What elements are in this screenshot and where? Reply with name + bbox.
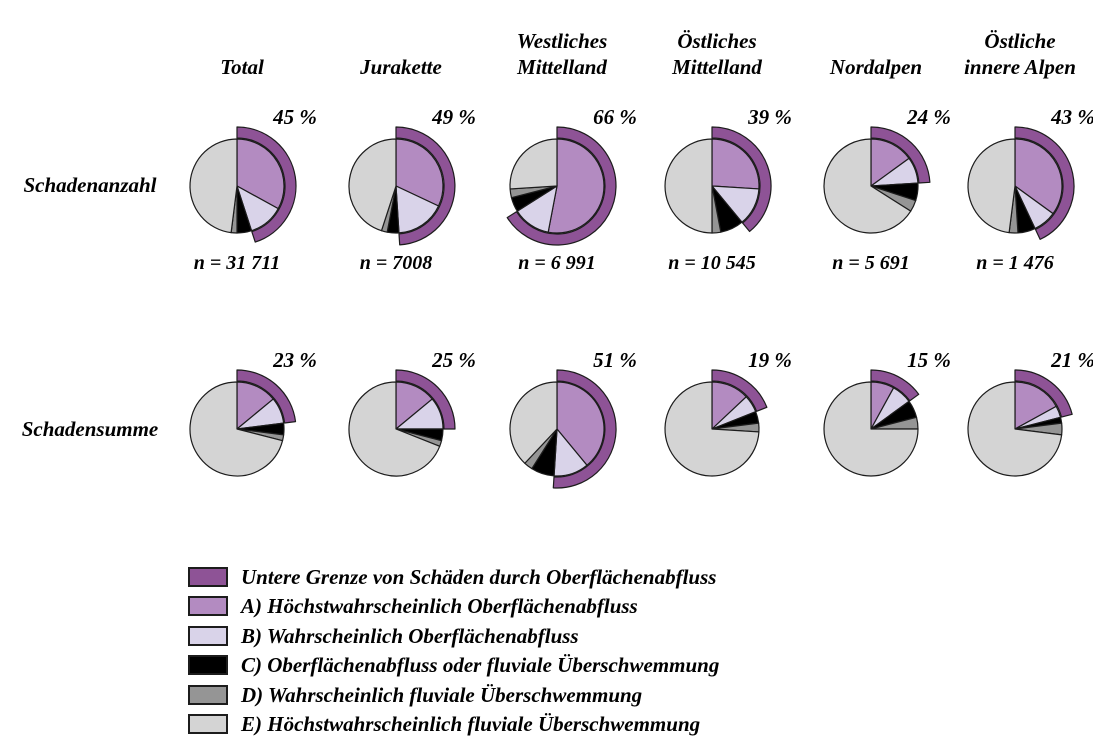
column-header-stliches-mittelland: Östliches Mittelland (632, 22, 802, 80)
legend-label: B) Wahrscheinlich Oberflächenabfluss (241, 623, 579, 648)
n-label: n = 7008 (359, 252, 433, 274)
column-header-line: Jurakette (360, 55, 442, 79)
pie-segment-a (547, 138, 605, 234)
n-label: n = 6 991 (518, 252, 596, 274)
pie-segment-a (1014, 381, 1057, 430)
lower-bound-arc (395, 126, 456, 246)
column-header-line: Total (220, 55, 264, 79)
legend-swatch-c (188, 655, 228, 676)
n-label: n = 5 691 (832, 252, 910, 274)
percent-label: 49 % (432, 105, 476, 129)
column-header-line: Mittelland (672, 55, 762, 79)
pie-schadenanzahl-jurakette (348, 126, 456, 246)
n-label: n = 31 711 (193, 252, 281, 274)
column-header-jurakette: Jurakette (316, 22, 486, 80)
percent-label: 15 % (907, 348, 951, 372)
lower-bound-arc (236, 369, 297, 424)
percent-label: 51 % (593, 348, 637, 372)
column-header-line: Östliches (677, 29, 757, 53)
pie-schadensumme-jurakette (348, 369, 456, 477)
pie-segment-a (395, 138, 444, 207)
pie-segment-e (967, 381, 1063, 477)
pie-schadensumme-stliches-mittelland (664, 369, 768, 477)
lower-bound-arc (506, 126, 617, 246)
lower-bound-arc (1014, 126, 1075, 240)
legend-swatch-a (188, 596, 228, 617)
column-header-line: Östliche (984, 29, 1056, 53)
column-header-westliches-mittelland: Westliches Mittelland (477, 22, 647, 80)
column-header-line: Mittelland (517, 55, 607, 79)
legend-label: C) Oberflächenabfluss oder fluviale Über… (241, 653, 720, 678)
column-header-nordalpen: Nordalpen (791, 22, 961, 80)
pie-schadenanzahl-stliches-mittelland (664, 126, 772, 234)
legend-item-a: A) Höchstwahrscheinlich Oberflächenabflu… (188, 593, 638, 619)
lower-bound-arc (552, 369, 617, 489)
legend-swatch-b (188, 625, 228, 646)
legend-label: D) Wahrscheinlich fluviale Überschwemmun… (241, 682, 643, 707)
lower-bound-arc (236, 126, 297, 243)
pie-schadenanzahl-nordalpen (823, 126, 931, 234)
pie-segment-e (189, 381, 284, 477)
lower-bound-arc (711, 369, 768, 412)
pie-segment-e (509, 381, 558, 464)
pie-segment-e (348, 381, 441, 477)
pie-segment-e (664, 138, 713, 234)
legend-item-c: C) Oberflächenabfluss oder fluviale Über… (188, 652, 719, 678)
pie-segment-a (711, 138, 760, 190)
lower-bound-arc (711, 126, 772, 233)
pie-segment-e (823, 381, 919, 477)
lower-bound-arc (395, 369, 456, 430)
legend-label: E) Höchstwahrscheinlich fluviale Übersch… (241, 712, 701, 736)
pie-schadensumme-stliche-innere-alpen (967, 369, 1073, 477)
percent-label: 23 % (273, 348, 317, 372)
lower-bound-arc (1014, 369, 1073, 418)
n-label: n = 10 545 (668, 252, 756, 274)
column-header-stliche-innere-alpen: Östliche innere Alpen (935, 22, 1093, 80)
legend-label: A) Höchstwahrscheinlich Oberflächenabflu… (241, 594, 638, 619)
legend-item-b: B) Wahrscheinlich Oberflächenabfluss (188, 623, 579, 649)
percent-label: 25 % (432, 348, 476, 372)
percent-label: 66 % (593, 105, 637, 129)
n-label: n = 1 476 (976, 252, 1054, 274)
legend-swatch-e (188, 714, 228, 734)
percent-label: 45 % (273, 105, 317, 129)
column-header-total: Total (157, 22, 327, 80)
pie-schadenanzahl-westliches-mittelland (506, 126, 617, 246)
pie-segment-b (395, 185, 440, 234)
pie-schadensumme-total (189, 369, 297, 477)
pie-segment-a (236, 138, 285, 210)
percent-label: 43 % (1051, 105, 1093, 129)
lower-bound-arc (870, 126, 931, 184)
percent-label: 24 % (907, 105, 951, 129)
pie-segment-e (509, 138, 558, 190)
lower-bound-arc (870, 369, 920, 402)
legend-item-arc: Untere Grenze von Schäden durch Oberfläc… (188, 564, 716, 590)
pie-schadensumme-westliches-mittelland (509, 369, 617, 489)
pie-segment-e (348, 138, 397, 232)
legend-swatch-arc (188, 567, 228, 587)
pie-segment-e (189, 138, 238, 234)
column-header-line: Westliches (516, 29, 608, 53)
row-label-schadenanzahl: Schadenanzahl (23, 173, 157, 197)
pie-segment-e (664, 381, 760, 477)
pie-segment-e (823, 138, 912, 234)
column-header-line: innere Alpen (964, 55, 1076, 79)
percent-label: 21 % (1051, 348, 1093, 372)
pie-schadenanzahl-stliche-innere-alpen (967, 126, 1075, 240)
pie-segment-e (967, 138, 1016, 234)
percent-label: 19 % (748, 348, 792, 372)
pie-segment-a (1014, 138, 1063, 215)
pie-schadenanzahl-total (189, 126, 297, 243)
legend-label: Untere Grenze von Schäden durch Oberfläc… (241, 565, 717, 589)
legend-item-d: D) Wahrscheinlich fluviale Überschwemmun… (188, 682, 642, 708)
column-header-line: Nordalpen (829, 55, 923, 79)
percent-label: 39 % (748, 105, 792, 129)
pie-segment-a (556, 381, 605, 466)
legend-swatch-d (188, 684, 228, 705)
legend-item-e: E) Höchstwahrscheinlich fluviale Übersch… (188, 711, 700, 737)
pie-schadensumme-nordalpen (823, 369, 920, 477)
row-label-schadensumme: Schadensumme (21, 417, 159, 441)
